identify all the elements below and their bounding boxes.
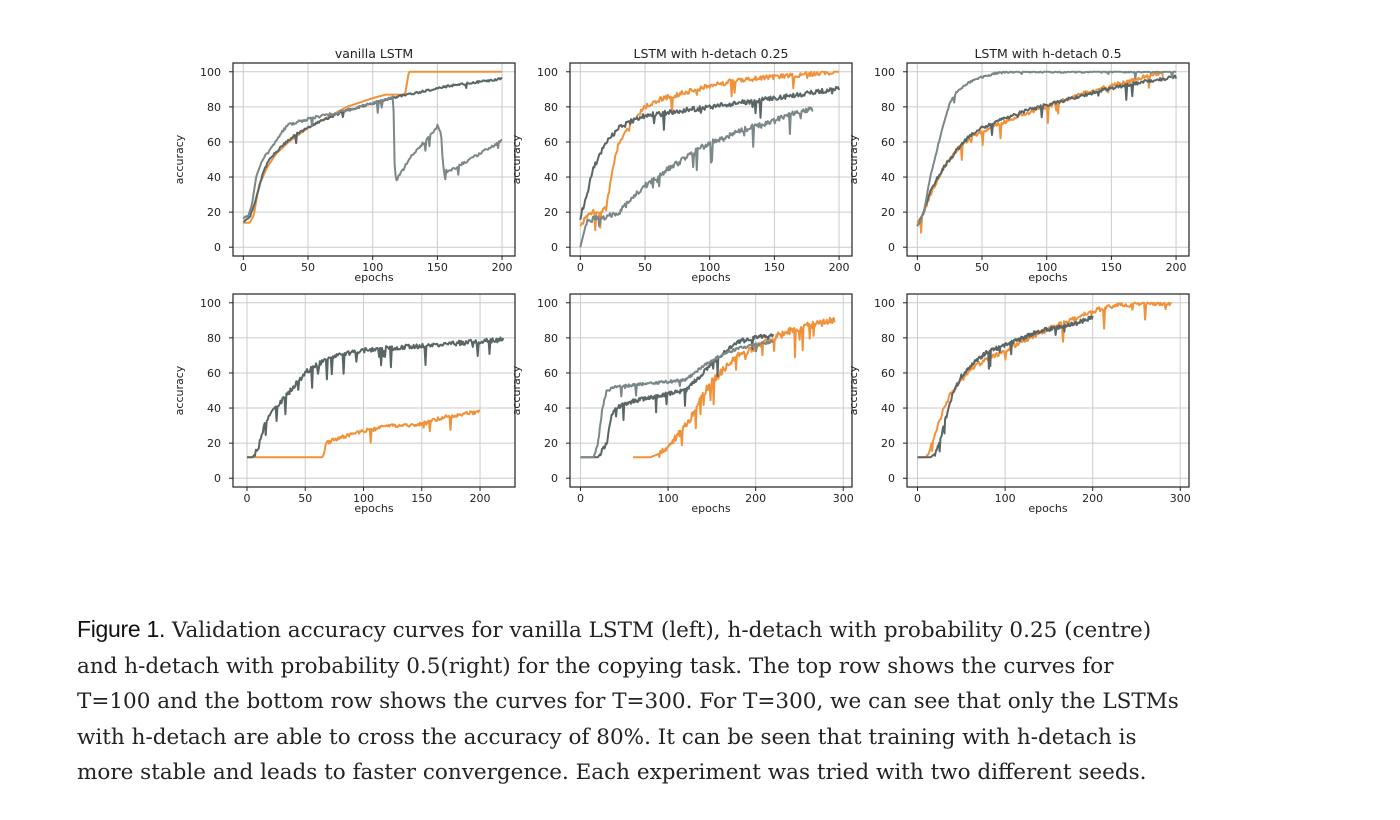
x-tick-label: 50: [975, 261, 989, 274]
y-tick-label: 20: [207, 437, 221, 450]
series-line-2: [247, 338, 503, 458]
y-tick-label: 20: [881, 206, 895, 219]
chart-panel-6: 0 100 200 300 0 20 40 60 80 100 epochs accuracy: [847, 294, 1191, 515]
y-axis-label: accuracy: [847, 134, 860, 184]
figure-caption: Figure 1. Validation accuracy curves for…: [77, 612, 1317, 791]
y-tick-label: 100: [200, 66, 221, 79]
y-tick-label: 60: [881, 136, 895, 149]
x-tick-label: 0: [240, 261, 247, 274]
chart-panel-4: 0 50 100 150 200020406080100epochsaccuracy: [173, 294, 515, 515]
y-tick-label: 100: [537, 66, 558, 79]
y-tick-label: 80: [207, 332, 221, 345]
x-tick-label: 200: [470, 492, 491, 505]
caption-text-1: Validation accuracy curves for vanilla L…: [165, 618, 1151, 643]
y-tick-label: 60: [544, 367, 558, 380]
y-tick-label: 0: [214, 472, 221, 485]
x-tick-label: 200: [1166, 261, 1187, 274]
x-tick-label: 200: [492, 261, 513, 274]
caption-line-5: more stable and leads to faster converge…: [77, 755, 1317, 791]
chart-title: vanilla LSTM: [335, 46, 413, 61]
y-tick-label: 20: [207, 206, 221, 219]
x-tick-label: 150: [411, 492, 432, 505]
x-tick-label: 150: [764, 261, 785, 274]
y-tick-label: 40: [881, 171, 895, 184]
y-axis-label: accuracy: [173, 365, 186, 415]
caption-line-4: with h-detach are able to cross the accu…: [77, 720, 1317, 756]
y-tick-label: 40: [881, 402, 895, 415]
y-tick-label: 80: [544, 332, 558, 345]
y-axis-label: accuracy: [173, 134, 186, 184]
y-tick-label: 40: [544, 171, 558, 184]
caption-line-3: T=100 and the bottom row shows the curve…: [77, 684, 1317, 720]
x-tick-label: 300: [1170, 492, 1191, 505]
x-tick-label: 50: [301, 261, 315, 274]
y-tick-label: 20: [544, 437, 558, 450]
y-tick-label: 100: [200, 297, 221, 310]
y-tick-label: 100: [874, 297, 895, 310]
x-axis-label: epochs: [1028, 271, 1067, 284]
y-axis-label: accuracy: [847, 365, 860, 415]
caption-line-2: and h-detach with probability 0.5(right)…: [77, 649, 1317, 685]
x-axis-label: epochs: [354, 271, 393, 284]
chart-panel-3: 0 50 100 150 200 0 20 40 60 80 100 LSTM with h-deta…: [847, 46, 1189, 284]
chart-panel-2: 0 50 100 150 200 0 20 40 60 80 100 LSTM with h-deta…: [510, 46, 852, 284]
y-tick-label: 60: [544, 136, 558, 149]
y-tick-label: 0: [888, 472, 895, 485]
x-tick-label: 100: [658, 492, 679, 505]
x-axis-label: epochs: [691, 502, 730, 515]
y-tick-label: 40: [544, 402, 558, 415]
x-tick-label: 150: [1101, 261, 1122, 274]
chart-panel-5: 0 100 200 300 0 20 40 60 80 100 epochs accuracy: [510, 294, 854, 515]
y-axis-label: accuracy: [510, 365, 523, 415]
x-tick-label: 50: [638, 261, 652, 274]
y-tick-label: 0: [888, 241, 895, 254]
plot-frame: [907, 294, 1189, 487]
x-tick-label: 0: [243, 492, 250, 505]
y-tick-label: 40: [207, 402, 221, 415]
y-tick-label: 60: [207, 367, 221, 380]
y-tick-label: 60: [881, 367, 895, 380]
y-tick-label: 20: [881, 437, 895, 450]
x-tick-label: 200: [745, 492, 766, 505]
caption-line-1: Figure 1. Validation accuracy curves for…: [77, 612, 1317, 649]
x-tick-label: 300: [833, 492, 854, 505]
y-tick-label: 80: [544, 101, 558, 114]
chart-panel-1: 0 50 100 150 200 0 20 40 60 80 100 vanilla LSTM epoc…: [173, 46, 515, 284]
chart-title: LSTM with h-detach 0.5: [974, 46, 1121, 61]
y-tick-label: 40: [207, 171, 221, 184]
x-tick-label: 100: [995, 492, 1016, 505]
y-tick-label: 100: [874, 66, 895, 79]
x-tick-label: 0: [914, 492, 921, 505]
y-tick-label: 80: [881, 332, 895, 345]
x-tick-label: 150: [427, 261, 448, 274]
x-axis-label: epochs: [691, 271, 730, 284]
caption-label: Figure 1.: [77, 616, 165, 642]
x-tick-label: 0: [577, 261, 584, 274]
y-tick-label: 80: [207, 101, 221, 114]
y-tick-label: 100: [537, 297, 558, 310]
y-tick-label: 0: [551, 241, 558, 254]
y-tick-label: 0: [551, 472, 558, 485]
x-axis-label: epochs: [1028, 502, 1067, 515]
x-tick-label: 200: [1082, 492, 1103, 505]
chart-title: LSTM with h-detach 0.25: [633, 46, 788, 61]
x-tick-label: 200: [829, 261, 850, 274]
series-line-1: [918, 303, 1172, 457]
y-tick-label: 60: [207, 136, 221, 149]
y-tick-label: 20: [544, 206, 558, 219]
series-line-1: [633, 318, 834, 457]
y-tick-label: 0: [214, 241, 221, 254]
x-tick-label: 50: [298, 492, 312, 505]
y-tick-label: 80: [881, 101, 895, 114]
x-axis-label: epochs: [354, 502, 393, 515]
x-tick-label: 0: [577, 492, 584, 505]
x-tick-label: 0: [914, 261, 921, 274]
plot-frame: [233, 63, 515, 256]
y-axis-label: accuracy: [510, 134, 523, 184]
